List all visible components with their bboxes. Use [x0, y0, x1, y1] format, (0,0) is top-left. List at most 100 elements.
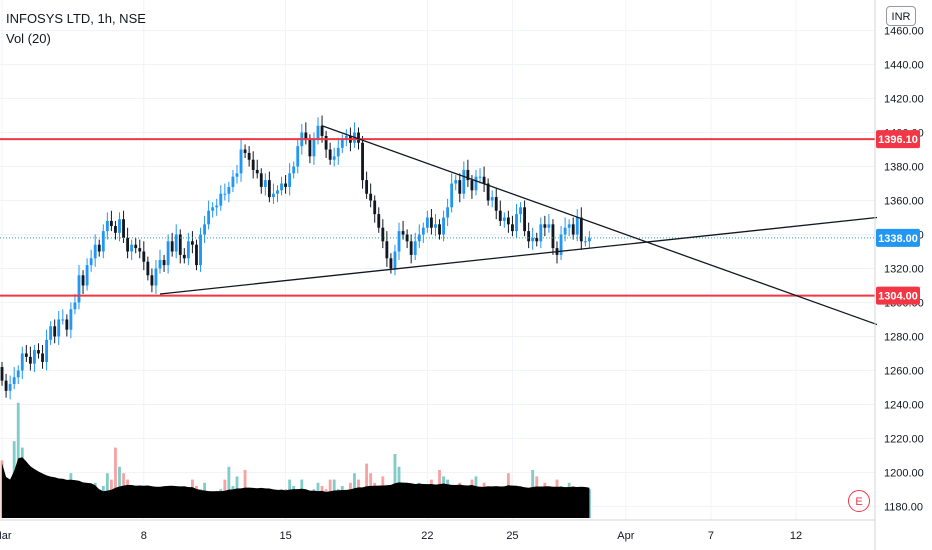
- candle-body: [583, 241, 587, 243]
- time-tick-label: 25: [506, 530, 518, 542]
- trend-lines[interactable]: [159, 125, 878, 326]
- time-tick-label: Apr: [617, 530, 634, 542]
- candle-body: [316, 125, 320, 140]
- volume-title[interactable]: Vol (20): [6, 31, 51, 46]
- candle-body: [421, 227, 425, 235]
- candle-body: [470, 180, 474, 191]
- candle-body: [243, 149, 247, 153]
- candle-body: [45, 339, 49, 362]
- trend-line[interactable]: [321, 125, 878, 326]
- candle-body: [482, 176, 486, 184]
- candle-body: [154, 268, 158, 286]
- candle-body: [466, 169, 470, 181]
- candle-body: [340, 139, 344, 148]
- price-tick-label: 1280.00: [884, 331, 924, 343]
- candle-body: [458, 180, 462, 194]
- price-level-label: 1396.10: [878, 134, 918, 146]
- time-tick-label: 12: [790, 530, 802, 542]
- candle-body: [563, 227, 567, 235]
- symbol-title[interactable]: INFOSYS LTD, 1h, NSE: [6, 11, 146, 26]
- candle-body: [515, 214, 518, 232]
- price-level-labels: 1396.10 1338.00 1304.00: [876, 130, 920, 305]
- candle-body: [389, 258, 393, 269]
- candle-body: [450, 183, 454, 208]
- candle-body: [478, 176, 482, 178]
- candle-body: [73, 302, 77, 310]
- candle-body: [474, 176, 478, 191]
- trend-line[interactable]: [159, 216, 878, 295]
- candle-body: [178, 234, 182, 255]
- price-tick-label: 1360.00: [884, 196, 924, 208]
- price-tick-label: 1240.00: [884, 399, 924, 411]
- candle-body: [199, 234, 202, 266]
- time-tick-label: 22: [421, 530, 433, 542]
- candle-body: [37, 350, 40, 354]
- candle-body: [41, 353, 44, 362]
- candle-body: [288, 173, 292, 187]
- candle-body: [146, 261, 150, 276]
- candle-body: [231, 176, 235, 187]
- volume-ma-area: [2, 457, 590, 518]
- candle-body: [223, 193, 227, 195]
- candle-body: [502, 217, 506, 221]
- candle-body: [118, 219, 121, 233]
- candle-body: [425, 217, 429, 228]
- price-level-label: 1338.00: [878, 233, 918, 245]
- candle-body: [122, 219, 125, 238]
- candle-body: [239, 149, 243, 174]
- candle-body: [93, 244, 97, 259]
- price-tick-label: 1420.00: [884, 94, 924, 106]
- price-tick-label: 1260.00: [884, 365, 924, 377]
- candle-body: [519, 207, 522, 215]
- candle-body: [259, 173, 263, 187]
- candle-body: [308, 139, 312, 157]
- volume-bar: [587, 489, 591, 518]
- candle-body: [328, 149, 332, 160]
- candle-body: [142, 251, 146, 262]
- candle-body: [357, 132, 360, 143]
- time-axis[interactable]: Mar 8 15 22 25 Apr 7 12: [0, 530, 802, 542]
- candle-body: [267, 180, 271, 198]
- price-tick-label: 1180.00: [884, 501, 923, 513]
- candle-body: [8, 384, 12, 391]
- price-axis[interactable]: 1460.001440.001420.001400.001380.001360.…: [884, 26, 924, 514]
- candle-body: [215, 205, 219, 208]
- level-label-bg: [876, 130, 920, 149]
- candle-body: [255, 169, 259, 174]
- candle-body: [24, 353, 28, 357]
- candle-body: [57, 319, 61, 337]
- candle-body: [446, 207, 450, 218]
- candle-body: [61, 319, 65, 321]
- currency-button[interactable]: INR: [886, 6, 916, 26]
- candle-body: [81, 275, 85, 286]
- candle-body: [126, 237, 130, 252]
- candle-body: [511, 224, 514, 232]
- candle-body: [150, 275, 154, 286]
- price-tick-label: 1440.00: [884, 60, 924, 72]
- candle-body: [486, 183, 490, 201]
- candle-body: [191, 241, 194, 245]
- candle-body: [361, 142, 364, 181]
- price-levels[interactable]: [0, 138, 875, 297]
- candle-body: [272, 193, 275, 198]
- candle-body: [16, 370, 20, 378]
- candle-body: [77, 275, 81, 303]
- candle-body: [12, 377, 16, 385]
- candle-body: [409, 241, 413, 255]
- candle-body: [417, 234, 421, 242]
- candle-body: [296, 146, 300, 167]
- candle-body: [324, 135, 328, 150]
- candle-body: [101, 231, 105, 252]
- candle-body: [219, 193, 223, 206]
- price-level-label: 1304.00: [878, 291, 918, 303]
- time-tick-label: 7: [708, 530, 714, 542]
- candle-body: [373, 200, 377, 215]
- price-tick-label: 1220.00: [884, 433, 924, 445]
- candle-body: [547, 224, 551, 228]
- candle-body: [494, 197, 498, 211]
- time-tick-label: 8: [141, 530, 147, 542]
- earnings-icon[interactable]: E: [848, 490, 870, 512]
- candle-body: [579, 217, 583, 242]
- candle-body: [567, 224, 571, 228]
